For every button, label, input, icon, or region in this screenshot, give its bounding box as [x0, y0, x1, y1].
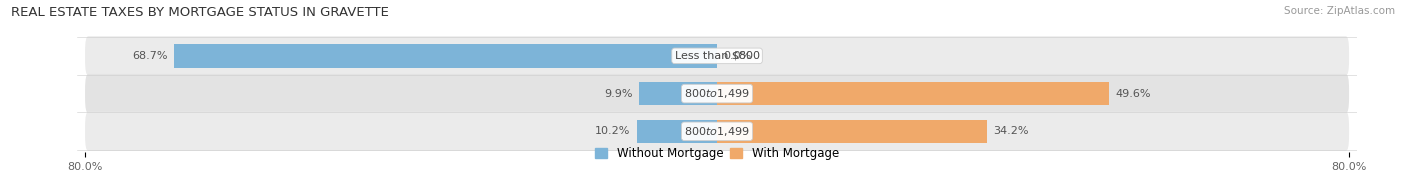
FancyBboxPatch shape [86, 112, 1348, 151]
Bar [637, 120, 717, 143]
Text: Source: ZipAtlas.com: Source: ZipAtlas.com [1284, 6, 1395, 16]
Bar [638, 82, 717, 105]
FancyBboxPatch shape [86, 74, 1348, 113]
Text: 10.2%: 10.2% [595, 126, 630, 136]
Text: 68.7%: 68.7% [132, 51, 169, 61]
Text: $800 to $1,499: $800 to $1,499 [685, 87, 749, 100]
Bar [717, 120, 987, 143]
Bar [717, 82, 1109, 105]
FancyBboxPatch shape [86, 36, 1348, 75]
Text: 49.6%: 49.6% [1115, 89, 1150, 99]
Legend: Without Mortgage, With Mortgage: Without Mortgage, With Mortgage [595, 147, 839, 160]
Text: 0.0%: 0.0% [723, 51, 752, 61]
Text: 9.9%: 9.9% [605, 89, 633, 99]
Text: Less than $800: Less than $800 [675, 51, 759, 61]
Text: 34.2%: 34.2% [994, 126, 1029, 136]
Text: REAL ESTATE TAXES BY MORTGAGE STATUS IN GRAVETTE: REAL ESTATE TAXES BY MORTGAGE STATUS IN … [11, 6, 389, 19]
Bar [174, 44, 717, 67]
Text: $800 to $1,499: $800 to $1,499 [685, 125, 749, 138]
